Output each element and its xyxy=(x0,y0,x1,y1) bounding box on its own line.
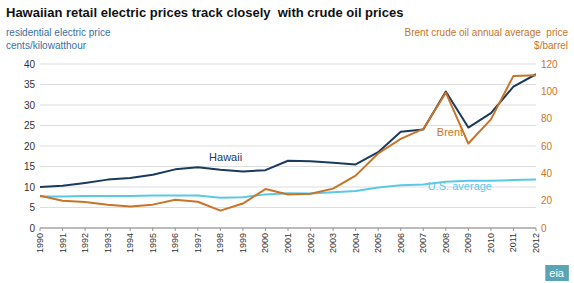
grid-line xyxy=(40,84,536,85)
chart: Hawaiian retail electric prices track cl… xyxy=(0,0,574,283)
x-tick-label: 1993 xyxy=(103,233,113,253)
logo-box xyxy=(545,265,569,281)
y-axis-label: cents/kilowatthour xyxy=(6,40,87,51)
y2-axis-label: $/barrel xyxy=(534,40,568,51)
y2-tick-label: 120 xyxy=(541,59,558,70)
x-tick-label: 1999 xyxy=(238,233,248,253)
logo: eia xyxy=(545,265,569,281)
grid-line xyxy=(40,146,536,147)
grid-line xyxy=(40,228,536,229)
series-label: Hawaii xyxy=(209,151,242,163)
grid-line xyxy=(40,166,536,167)
series-line xyxy=(40,74,536,187)
x-tick-label: 1992 xyxy=(80,233,90,253)
series-label: U.S. average xyxy=(428,180,492,192)
series-line xyxy=(40,75,536,210)
x-tick-label: 1996 xyxy=(170,233,180,253)
series-label: Brent xyxy=(437,126,463,138)
x-tick-label: 2012 xyxy=(531,233,541,253)
x-tick-label: 2007 xyxy=(418,233,428,253)
x-tick-label: 1997 xyxy=(193,233,203,253)
y-tick-label: 30 xyxy=(24,100,36,111)
x-tick-label: 2010 xyxy=(486,233,496,253)
y-axis-label: residential electric price xyxy=(6,27,111,38)
y2-tick-label: 80 xyxy=(541,113,553,124)
x-tick-label: 2011 xyxy=(508,233,518,252)
y2-tick-label: 40 xyxy=(541,168,553,179)
y-tick-label: 35 xyxy=(24,79,36,90)
x-tick-label: 2009 xyxy=(463,233,473,253)
y-tick-label: 40 xyxy=(24,59,36,70)
y2-tick-label: 60 xyxy=(541,141,553,152)
x-tick-label: 2002 xyxy=(306,233,316,253)
y-tick-label: 5 xyxy=(29,202,35,213)
y-tick-label: 10 xyxy=(24,182,36,193)
y2-tick-label: 100 xyxy=(541,86,558,97)
x-tick-label: 2001 xyxy=(283,233,293,253)
annotation: eia xyxy=(549,267,565,279)
y2-tick-label: 20 xyxy=(541,195,553,206)
y2-tick-label: 0 xyxy=(541,223,547,234)
grid-line xyxy=(40,105,536,106)
y2-axis-label: Brent crude oil annual average price xyxy=(405,27,569,38)
y-tick-label: 20 xyxy=(24,141,36,152)
x-tick-label: 1990 xyxy=(35,233,45,253)
plot-area xyxy=(40,74,536,210)
x-tick-label: 1995 xyxy=(148,233,158,253)
grid-line xyxy=(40,64,536,65)
x-tick-label: 1991 xyxy=(58,233,68,253)
y-tick-label: 15 xyxy=(24,161,36,172)
x-axis-line xyxy=(40,228,536,229)
x-tick-label: 1994 xyxy=(125,233,135,253)
x-tick-label: 2006 xyxy=(396,233,406,253)
x-tick-label: 2003 xyxy=(328,233,338,253)
x-tick-label: 1998 xyxy=(215,233,225,253)
title: Hawaiian retail electric prices track cl… xyxy=(6,5,403,20)
x-tick-label: 2004 xyxy=(351,233,361,253)
y-tick-label: 25 xyxy=(24,120,36,131)
x-tick-label: 2005 xyxy=(373,233,383,253)
x-tick-label: 2008 xyxy=(441,233,451,253)
grid-line xyxy=(40,207,536,208)
x-tick-label: 2000 xyxy=(260,233,270,253)
y-tick-label: 0 xyxy=(29,223,35,234)
